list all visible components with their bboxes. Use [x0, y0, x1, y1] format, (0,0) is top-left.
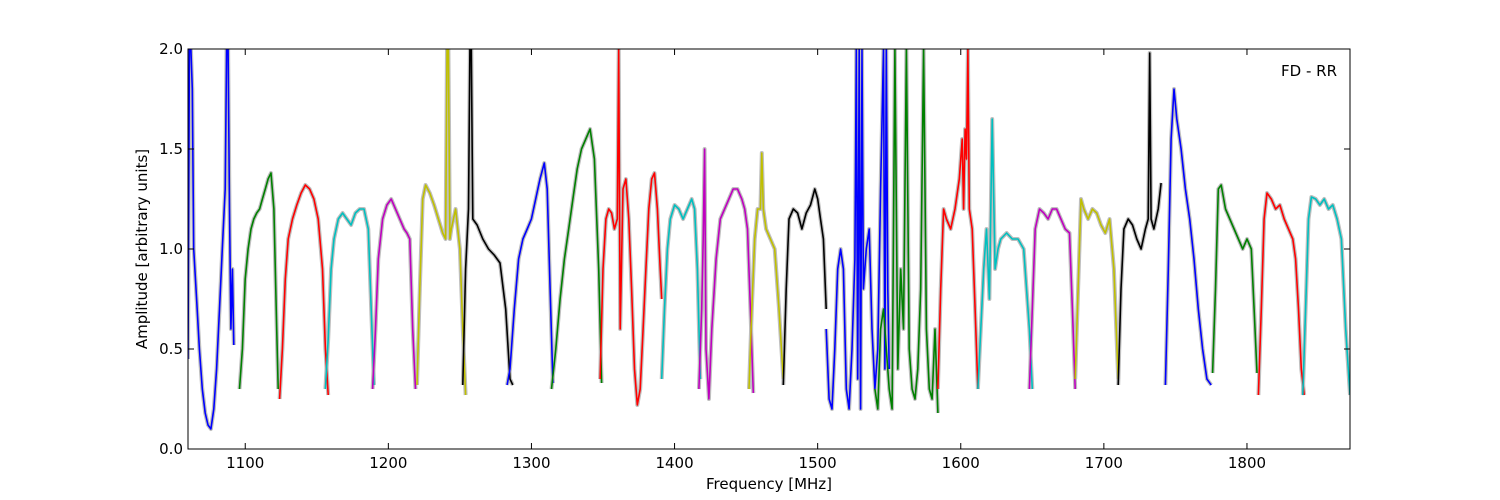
series-line-24: [1257, 192, 1305, 396]
series-line-20: [1074, 198, 1119, 380]
y-tick-label: 0.0: [159, 440, 183, 458]
series-line-23: [1211, 184, 1258, 374]
series-line-12: [698, 148, 755, 400]
x-tick-label: 1500: [799, 454, 837, 472]
series-line-4: [324, 208, 375, 390]
plot-area: [188, 49, 1350, 449]
series-line-5: [371, 198, 417, 390]
series-line-1: [188, 49, 235, 430]
series-line-14: [782, 188, 827, 386]
x-tick-label: 1700: [1085, 454, 1123, 472]
series-line-2: [238, 172, 279, 390]
series-line-16: [874, 49, 939, 414]
series-line-10: [599, 49, 663, 406]
series-line-3: [278, 184, 329, 400]
series-line-11: [660, 198, 702, 380]
y-tick-label: 2.0: [159, 40, 183, 58]
y-tick-label: 1.0: [159, 240, 183, 258]
series-line-25: [1302, 196, 1350, 396]
series-line-8: [506, 162, 554, 386]
x-tick-label: 1800: [1228, 454, 1266, 472]
x-tick-label: 1200: [369, 454, 407, 472]
series-line-9: [550, 128, 603, 390]
x-ticks: 1100 1200 1300 1400 1500 1600 1700 1800: [226, 49, 1266, 472]
x-axis-label: Frequency [MHz]: [706, 475, 832, 493]
x-tick-label: 1600: [942, 454, 980, 472]
series-line-7: [462, 49, 514, 386]
y-tick-label: 0.5: [159, 340, 183, 358]
x-tick-label: 1300: [512, 454, 550, 472]
series-layer: [188, 49, 1350, 430]
series-line-17: [937, 49, 979, 390]
series-line-18: [977, 118, 1034, 390]
y-axis-label: Amplitude [arbitrary units]: [133, 149, 151, 349]
series-line-15: [825, 49, 890, 410]
x-tick-label: 1100: [226, 454, 264, 472]
series-line-6: [416, 49, 467, 396]
x-tick-label: 1400: [655, 454, 693, 472]
series-line-13: [748, 152, 785, 390]
chart-annotation: FD - RR: [1281, 62, 1337, 80]
series-line-22: [1164, 88, 1212, 386]
y-ticks: 0.0 0.5 1.0 1.5 2.0: [159, 40, 1350, 458]
y-tick-label: 1.5: [159, 140, 183, 158]
series-line-21: [1117, 52, 1162, 386]
series-line-19: [1028, 208, 1076, 390]
